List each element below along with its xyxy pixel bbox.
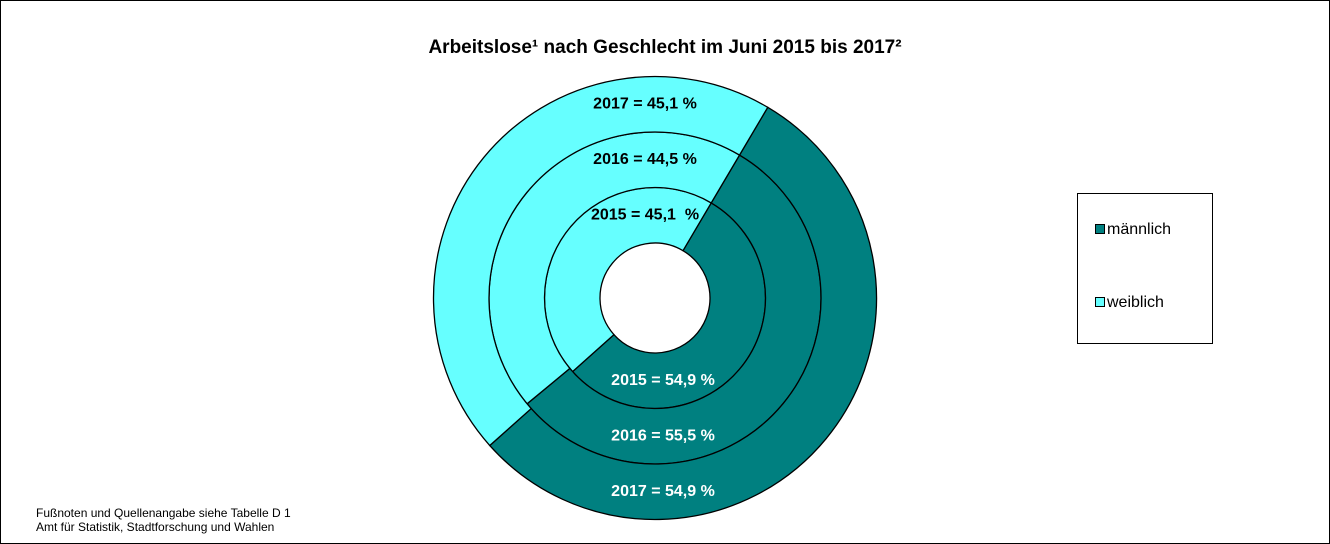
value-label: 2015 = 54,9 % — [611, 372, 715, 389]
chart-title: Arbeitslose¹ nach Geschlecht im Juni 201… — [428, 37, 901, 58]
value-label: 2017 = 45,1 % — [593, 95, 697, 112]
value-label: 2015 = 45,1 % — [591, 206, 699, 223]
note: Amt für Statistik, Stadtforschung und Wa… — [36, 520, 274, 534]
legend-label: weiblich — [1106, 294, 1164, 311]
legend-box — [1077, 193, 1213, 344]
legend-swatch — [1095, 297, 1105, 307]
ring-segment — [432, 75, 769, 447]
note: Fußnoten und Quellenangabe siehe Tabelle… — [36, 506, 291, 520]
ring-segment — [488, 106, 878, 521]
legend-label: männlich — [1107, 221, 1171, 238]
legend-swatch — [1095, 224, 1105, 234]
value-label: 2016 = 55,5 % — [611, 427, 715, 444]
value-label: 2016 = 44,5 % — [593, 151, 697, 168]
value-label: 2017 = 54,9 % — [611, 483, 715, 500]
